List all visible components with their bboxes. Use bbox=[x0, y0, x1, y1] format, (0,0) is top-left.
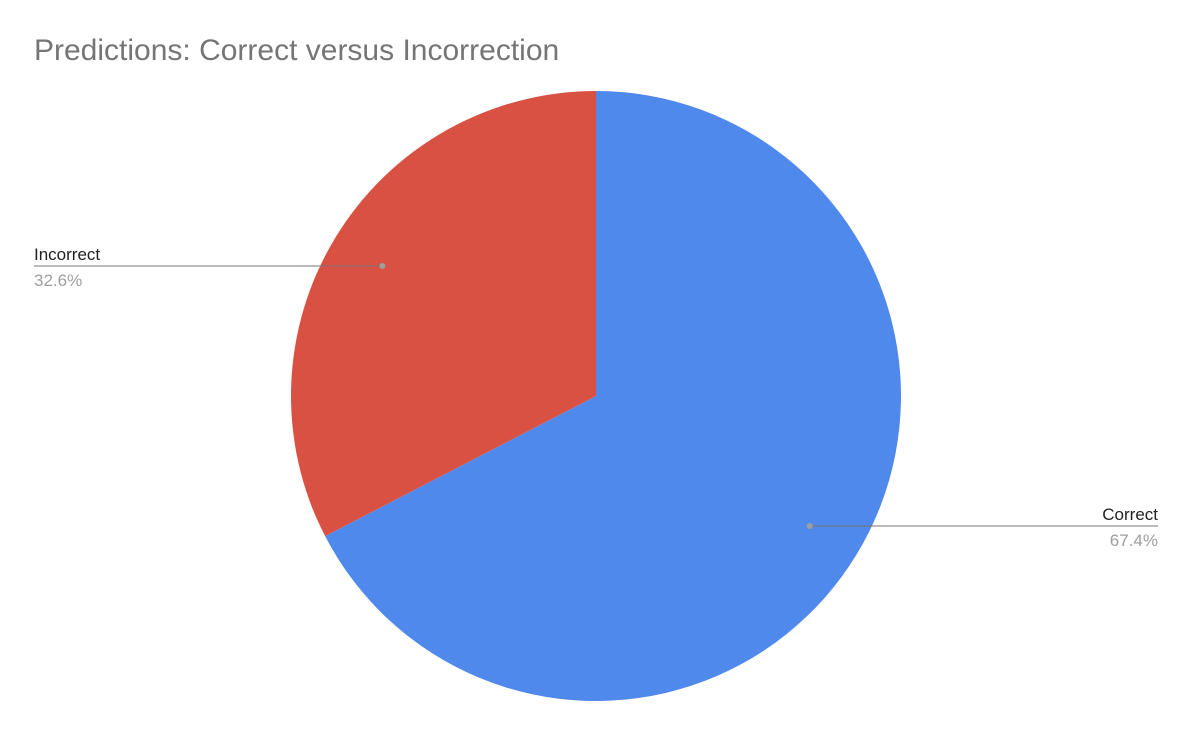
pie-slices bbox=[290, 90, 901, 701]
pie-slice-incorrect bbox=[290, 90, 596, 537]
pie-slice-correct bbox=[325, 91, 901, 701]
leader-dot-incorrect bbox=[379, 262, 386, 269]
chart-title: Predictions: Correct versus Incorrection bbox=[34, 34, 559, 67]
slice-value-incorrect: 32.6% bbox=[34, 271, 82, 290]
slice-value-correct: 67.4% bbox=[1110, 531, 1158, 550]
leader-dot-correct bbox=[806, 523, 813, 530]
slice-label-correct: Correct bbox=[1102, 505, 1158, 524]
slice-label-incorrect: Incorrect bbox=[34, 245, 100, 264]
pie-labels: Correct 67.4% Incorrect 32.6% bbox=[34, 245, 1158, 550]
